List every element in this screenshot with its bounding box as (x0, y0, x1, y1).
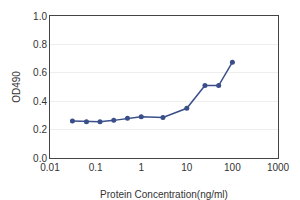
svg-text:0.2: 0.2 (33, 124, 47, 135)
svg-text:10: 10 (181, 162, 193, 173)
svg-text:0.1: 0.1 (89, 162, 103, 173)
svg-text:0.6: 0.6 (33, 67, 47, 78)
svg-text:1000: 1000 (267, 162, 290, 173)
svg-text:Protein Concentration(ng/ml): Protein Concentration(ng/ml) (100, 189, 228, 200)
svg-text:1: 1 (138, 162, 144, 173)
svg-text:0.01: 0.01 (40, 162, 60, 173)
svg-text:100: 100 (224, 162, 241, 173)
svg-text:0.8: 0.8 (33, 39, 47, 50)
svg-text:0.4: 0.4 (33, 96, 47, 107)
svg-text:OD490: OD490 (11, 71, 22, 103)
svg-text:0.0: 0.0 (33, 153, 47, 164)
svg-text:1.0: 1.0 (33, 11, 47, 22)
